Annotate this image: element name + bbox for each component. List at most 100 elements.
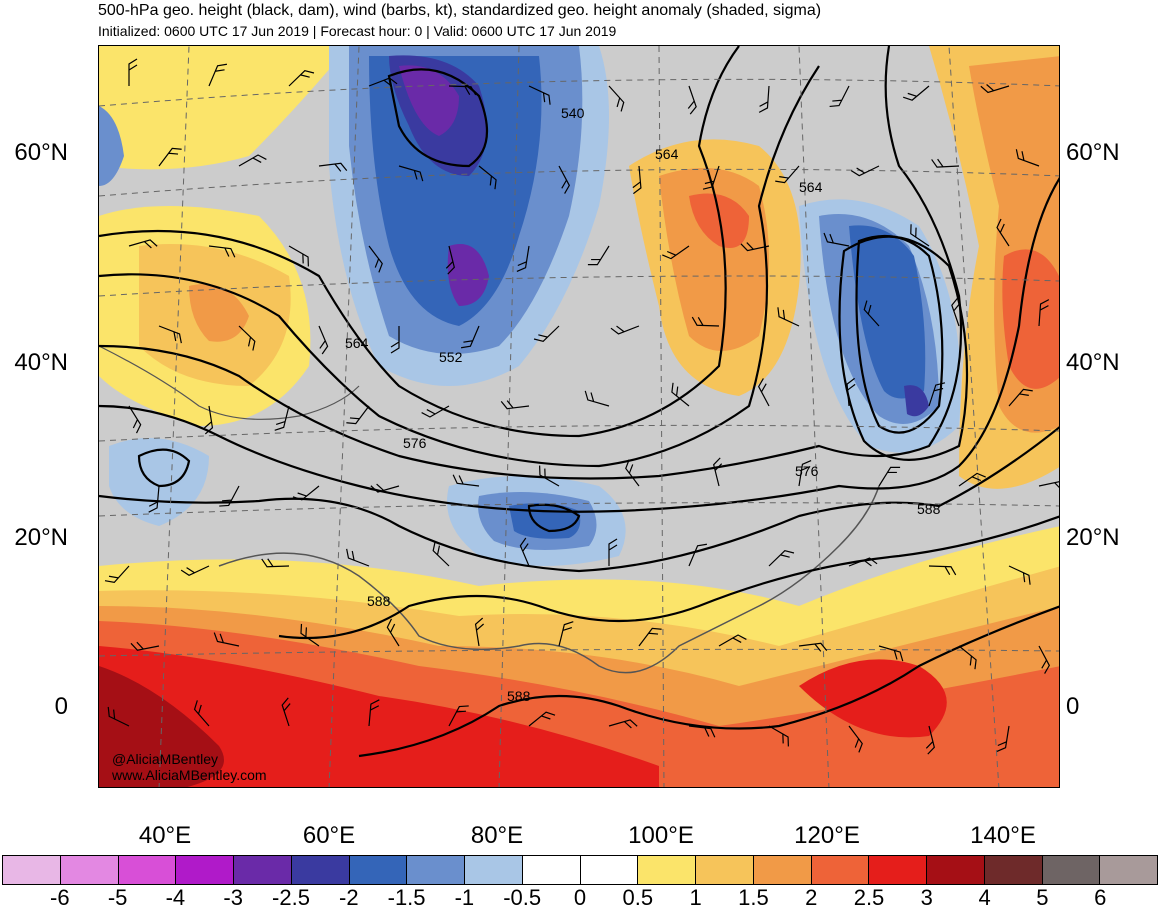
wind-barb xyxy=(980,84,1010,94)
colorbar-swatch xyxy=(1100,856,1157,884)
wind-barb xyxy=(951,297,961,327)
lon-label: 40°E xyxy=(138,822,192,849)
wind-barb xyxy=(625,459,640,487)
colorbar-swatch xyxy=(176,856,234,884)
colorbar-swatch xyxy=(60,856,119,884)
colorbar-swatch xyxy=(291,856,350,884)
colorbar-tick-label: -6 xyxy=(50,885,70,910)
wind-barb xyxy=(478,165,497,190)
colorbar-tick-label: 5 xyxy=(1036,885,1049,910)
wind-barb xyxy=(850,165,880,177)
colorbar-tick-label: -4 xyxy=(165,885,186,910)
colorbar-tick-label: 3 xyxy=(920,885,933,910)
wind-barb xyxy=(768,725,789,747)
wind-barb xyxy=(398,165,424,182)
wind-barb xyxy=(261,558,290,568)
map-canvas: 540 564 564 564 552 576 576 588 588 588 xyxy=(99,46,1059,787)
wind-barb xyxy=(758,85,770,113)
wind-barb xyxy=(996,218,1010,247)
wind-barb xyxy=(662,245,690,260)
colorbar-swatch xyxy=(3,856,61,884)
contour-label: 588 xyxy=(507,688,531,704)
colorbar-swatch xyxy=(118,856,177,884)
wind-barb xyxy=(107,706,130,727)
wind-barb xyxy=(608,538,618,566)
wind-barb xyxy=(931,158,960,168)
wind-barb xyxy=(1038,299,1050,327)
wind-barb xyxy=(148,485,160,513)
map-title: 500-hPa geo. height (black, dam), wind (… xyxy=(98,2,822,19)
wind-barb xyxy=(558,621,574,647)
wind-barb xyxy=(688,725,716,738)
lat-label-right: 60°N xyxy=(1066,139,1120,166)
wind-barb xyxy=(516,245,530,272)
contour-label: 564 xyxy=(799,179,823,195)
wind-barb xyxy=(128,405,142,434)
wind-barb xyxy=(519,537,530,567)
colorbar-swatch xyxy=(1042,856,1101,884)
wind-barb xyxy=(878,645,904,662)
wind-barb xyxy=(368,699,380,727)
wind-barb xyxy=(104,565,130,583)
colorbar-swatch xyxy=(465,856,523,884)
colorbar-swatch xyxy=(407,856,465,884)
wind-barb xyxy=(368,77,398,87)
wind-barb xyxy=(910,224,930,247)
lat-label-left: 60°N xyxy=(14,139,68,166)
wind-barb xyxy=(608,85,625,112)
wind-barb xyxy=(584,390,610,407)
wind-barb xyxy=(292,485,320,501)
lat-label-right: 0 xyxy=(1066,693,1080,720)
contour-label: 564 xyxy=(345,335,369,351)
wind-barb xyxy=(848,557,878,567)
colorbar-tick-label: -2.5 xyxy=(272,885,310,910)
wind-barb xyxy=(274,405,290,431)
wind-barb xyxy=(368,245,383,273)
map-panel[interactable]: 540 564 564 564 552 576 576 588 588 588 xyxy=(98,45,1060,788)
wind-barb xyxy=(846,377,856,407)
wind-barb xyxy=(448,705,469,727)
wind-barb xyxy=(528,85,551,105)
wind-barb xyxy=(1008,565,1031,585)
wind-barb xyxy=(878,466,901,487)
lat-label-right: 20°N xyxy=(1066,524,1120,551)
colorbar-swatch xyxy=(349,856,408,884)
wind-barb xyxy=(460,325,480,349)
wind-barb xyxy=(370,483,400,493)
wind-barb xyxy=(128,58,138,86)
lon-label: 80°E xyxy=(470,822,524,849)
colorbar-tick-label: -1 xyxy=(454,885,475,910)
wind-barb xyxy=(687,85,697,115)
colorbar-tick-label: 4 xyxy=(978,885,991,910)
wind-barb xyxy=(539,465,560,487)
wind-barb xyxy=(718,634,747,647)
colorbar xyxy=(2,855,1158,885)
contour-label: 540 xyxy=(561,105,585,121)
wind-barb xyxy=(193,700,210,727)
wind-barb xyxy=(925,725,935,755)
lat-label-left: 0 xyxy=(54,693,68,720)
lat-label-left: 40°N xyxy=(14,349,68,376)
wind-barb xyxy=(288,70,315,87)
wind-barb xyxy=(1038,645,1051,674)
wind-barb xyxy=(688,543,708,567)
lat-label-right: 40°N xyxy=(1066,349,1120,376)
lon-label: 140°E xyxy=(970,822,1036,849)
colorbar-tick-label: 1.5 xyxy=(738,885,769,910)
wind-barb xyxy=(208,63,228,87)
wind-barb xyxy=(390,326,400,354)
wind-barb xyxy=(288,245,309,267)
wind-barb xyxy=(500,400,530,410)
wind-barb xyxy=(386,618,400,647)
wind-barb xyxy=(474,617,485,647)
contour-label: 552 xyxy=(439,349,463,365)
wind-barb xyxy=(632,165,642,195)
contour-label: 564 xyxy=(655,146,679,162)
wind-barb xyxy=(445,245,455,275)
wind-barb xyxy=(1008,388,1033,407)
colorbar-tick-label: 0.5 xyxy=(622,885,654,910)
wind-barb xyxy=(318,162,348,172)
colorbar-tick-label: -5 xyxy=(107,885,128,910)
colorbar-swatch xyxy=(927,856,985,884)
wind-barb xyxy=(671,382,690,407)
